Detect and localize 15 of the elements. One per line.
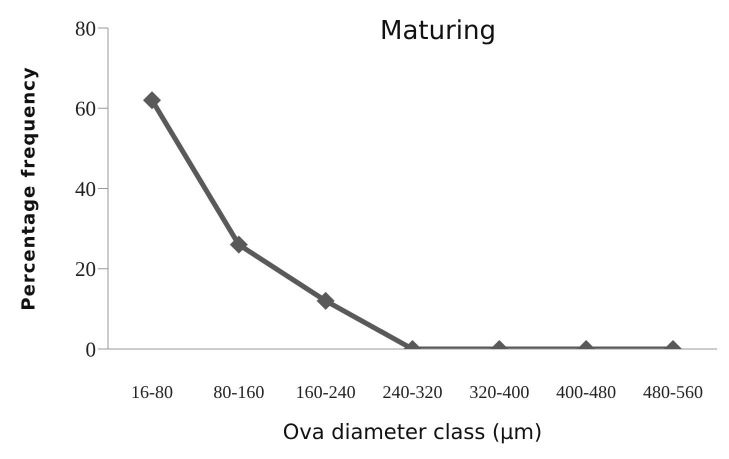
x-tick-label: 16-80 <box>131 382 173 402</box>
x-tick-label: 160-240 <box>296 382 356 402</box>
y-tick-label: 80 <box>75 16 96 40</box>
y-tick-label: 60 <box>75 96 96 121</box>
x-tick-label: 240-320 <box>382 382 442 402</box>
y-tick-label: 40 <box>75 176 96 201</box>
y-tick-label: 0 <box>86 337 96 362</box>
y-tick-label: 20 <box>75 257 96 282</box>
x-tick-label: 80-160 <box>213 382 264 402</box>
x-tick-label: 400-480 <box>556 382 616 402</box>
x-tick-label: 480-560 <box>643 382 703 402</box>
chart-title: Maturing <box>379 16 497 46</box>
x-tick-label: 320-400 <box>469 382 530 402</box>
y-axis-title: Percentage frequency <box>18 66 40 311</box>
x-axis-title: Ova diameter class (µm) <box>282 420 542 444</box>
